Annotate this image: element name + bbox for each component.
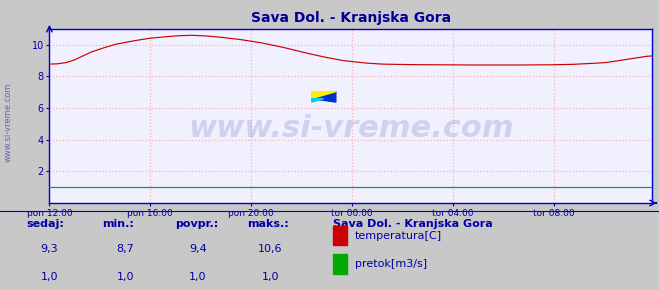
Text: 1,0: 1,0: [189, 272, 206, 282]
Text: 1,0: 1,0: [41, 272, 58, 282]
Text: 1,0: 1,0: [262, 272, 279, 282]
Text: 10,6: 10,6: [258, 244, 283, 254]
Bar: [333, 226, 347, 245]
Text: Sava Dol. - Kranjska Gora: Sava Dol. - Kranjska Gora: [333, 219, 492, 229]
Text: min.:: min.:: [102, 219, 134, 229]
Text: 8,7: 8,7: [117, 244, 134, 254]
Text: maks.:: maks.:: [247, 219, 289, 229]
Polygon shape: [312, 92, 336, 99]
Text: sedaj:: sedaj:: [26, 219, 64, 229]
Text: 9,4: 9,4: [189, 244, 206, 254]
Text: 9,3: 9,3: [41, 244, 58, 254]
Title: Sava Dol. - Kranjska Gora: Sava Dol. - Kranjska Gora: [251, 11, 451, 25]
Text: povpr.:: povpr.:: [175, 219, 218, 229]
Text: pretok[m3/s]: pretok[m3/s]: [355, 259, 427, 269]
Polygon shape: [312, 92, 336, 102]
Text: www.si-vreme.com: www.si-vreme.com: [188, 114, 514, 143]
Text: www.si-vreme.com: www.si-vreme.com: [3, 82, 13, 162]
Polygon shape: [312, 99, 324, 102]
Text: 1,0: 1,0: [117, 272, 134, 282]
Text: temperatura[C]: temperatura[C]: [355, 231, 442, 241]
Bar: [333, 254, 347, 274]
